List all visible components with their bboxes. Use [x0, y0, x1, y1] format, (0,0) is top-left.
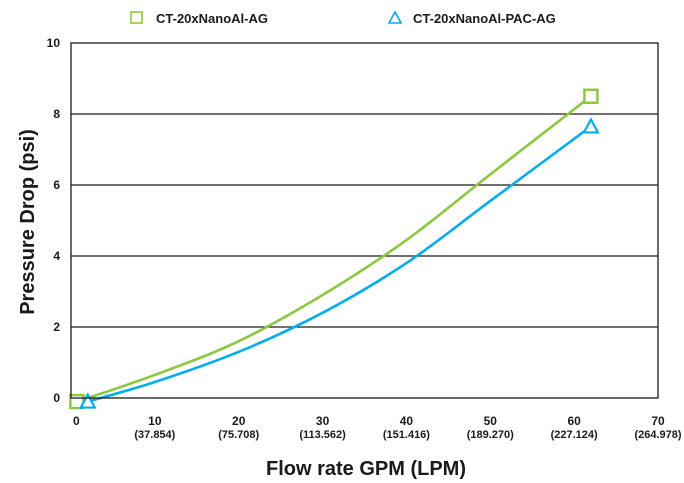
x-tick-sublabel-70: (264.978): [634, 429, 681, 441]
x-axis-title: Flow rate GPM (LPM): [266, 458, 466, 480]
x-tick-sublabel-30: (113.562): [299, 429, 346, 441]
series-lines: [75, 94, 593, 403]
y-tick-10: 10: [47, 36, 61, 50]
y-tick-4: 4: [53, 249, 60, 263]
y-axis-title: Pressure Drop (psi): [17, 129, 39, 315]
x-tick-70: 70: [651, 414, 665, 428]
x-tick-20: 20: [232, 414, 246, 428]
x-tick-10: 10: [148, 414, 162, 428]
x-tick-30: 30: [316, 414, 330, 428]
plot-border: [70, 42, 659, 399]
y-tick-2: 2: [53, 320, 60, 334]
y-tick-labels: 0 2 4 6 8 10: [47, 36, 61, 405]
series-markers: [69, 88, 600, 410]
legend-label-series-1: CT-20xNanoAl-AG: [156, 11, 268, 26]
x-tick-sublabel-20: (75.708): [218, 429, 259, 441]
x-tick-50: 50: [484, 414, 498, 428]
legend-marker-square: [130, 11, 143, 24]
legend-marker-triangle: [387, 10, 403, 24]
series-line-1: [75, 94, 593, 403]
gridlines: [71, 113, 658, 328]
plot-frame: [70, 42, 659, 399]
y-tick-0: 0: [53, 391, 60, 405]
legend-label-series-2: CT-20xNanoAl-PAC-AG: [413, 11, 556, 26]
marker-triangle-2-2: [582, 117, 600, 134]
marker-triangle-2-1: [78, 392, 97, 409]
x-tick-sublabel-10: (37.854): [134, 429, 175, 441]
x-tick-labels: 0 10(37.854) 20(75.708) 30(113.562) 40(151.4…: [73, 414, 682, 441]
y-tick-8: 8: [53, 107, 60, 121]
legend: CT-20xNanoAl-AG CT-20xNanoAl-PAC-AG: [130, 10, 556, 26]
series-line-2: [86, 125, 593, 403]
x-tick-sublabel-40: (151.416): [383, 429, 430, 441]
x-tick-40: 40: [400, 414, 414, 428]
y-tick-6: 6: [53, 178, 60, 192]
x-tick-sublabel-50: (189.270): [467, 429, 514, 441]
x-tick-0: 0: [73, 414, 80, 428]
x-tick-sublabel-60: (227.124): [551, 429, 598, 441]
marker-square-1-2: [583, 88, 599, 104]
x-tick-60: 60: [567, 414, 581, 428]
